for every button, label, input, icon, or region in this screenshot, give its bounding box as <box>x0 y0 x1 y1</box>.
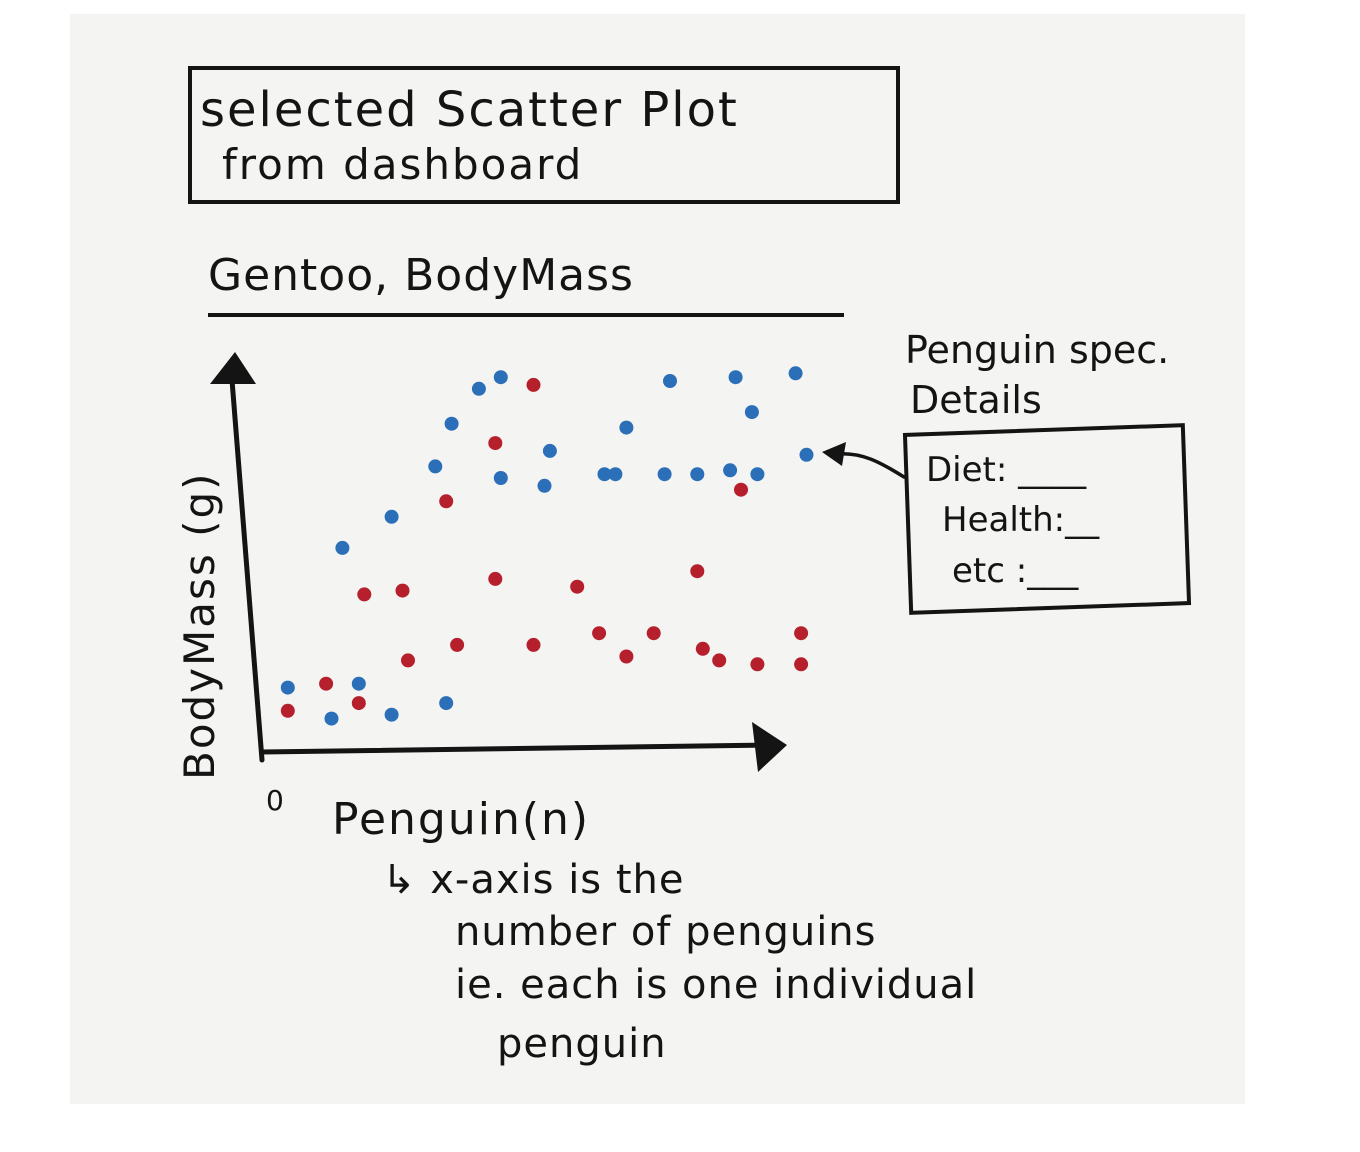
origin-label: 0 <box>266 784 284 817</box>
detail-etc: etc :___ <box>952 551 1079 591</box>
detail-diet: Diet: ____ <box>926 450 1087 490</box>
x-axis-label: Penguin(n) <box>332 794 591 845</box>
red-point-3 <box>357 587 372 602</box>
blue-point-11 <box>493 471 508 485</box>
red-point-9 <box>488 571 503 586</box>
blue-point-19 <box>690 467 705 482</box>
blue-point-18 <box>663 374 677 388</box>
title-line-1: selected Scatter Plot <box>200 82 739 138</box>
red-point-2 <box>351 696 366 711</box>
detail-etc-label: etc : <box>952 551 1028 591</box>
red-point-4 <box>395 583 410 598</box>
red-point-20 <box>750 657 765 672</box>
red-point-22 <box>794 657 809 672</box>
red-point-12 <box>570 579 585 594</box>
y-axis-label: BodyMass (g) <box>175 471 224 780</box>
blue-point-4 <box>384 707 399 722</box>
y-axis-line <box>229 377 265 763</box>
axes <box>210 352 787 772</box>
title-box <box>188 66 900 204</box>
red-point-15 <box>646 626 661 641</box>
x-axis-arrowhead <box>752 722 787 772</box>
note-line-1: ↳ x-axis is the <box>382 857 685 903</box>
blue-point-9 <box>471 381 486 396</box>
blue-point-17 <box>657 467 672 482</box>
chart-title-underline <box>208 313 844 317</box>
red-point-11 <box>526 637 541 652</box>
detail-health-label: Health: <box>942 500 1066 540</box>
red-point-10 <box>526 377 541 392</box>
blue-point-20 <box>723 463 738 478</box>
red-point-1 <box>319 676 334 691</box>
detail-diet-label: Diet: <box>926 450 1008 490</box>
blue-point-21 <box>728 370 743 385</box>
blue-point-16 <box>619 420 634 435</box>
red-point-21 <box>794 626 809 641</box>
blue-point-14 <box>597 467 612 482</box>
blue-point-0 <box>280 680 295 695</box>
blue-point-25 <box>799 447 814 462</box>
callout-connector <box>822 442 906 479</box>
paper-sheet <box>70 14 1245 1104</box>
callout-title-line-2: Details <box>910 378 1042 422</box>
red-point-19 <box>734 482 748 497</box>
blue-point-5 <box>384 509 399 524</box>
blue-point-15 <box>608 467 623 482</box>
blue-point-2 <box>351 676 366 691</box>
blue-point-8 <box>444 416 459 431</box>
red-point-13 <box>592 626 607 641</box>
red-point-14 <box>619 649 634 664</box>
red-point-18 <box>712 653 727 668</box>
detail-health: Health:__ <box>942 500 1100 540</box>
blue-point-23 <box>750 467 765 482</box>
red-point-6 <box>439 494 454 509</box>
blue-point-24 <box>788 366 803 381</box>
blue-point-6 <box>428 459 443 474</box>
title-line-2: from dashboard <box>222 140 584 189</box>
blue-point-1 <box>324 711 339 726</box>
red-point-16 <box>690 564 705 579</box>
red-point-5 <box>401 653 415 668</box>
blue-point-7 <box>439 696 454 711</box>
connector-arrow-line <box>834 452 906 479</box>
data-points <box>280 366 814 726</box>
blue-point-13 <box>542 443 557 458</box>
blue-point-22 <box>744 405 759 420</box>
detail-diet-blank: ____ <box>1007 450 1087 490</box>
callout-title-line-1: Penguin spec. <box>905 328 1170 372</box>
connector-arrowhead <box>822 442 846 466</box>
x-axis-line <box>259 742 773 755</box>
note-line-2: number of penguins <box>455 909 877 955</box>
note-line-4: penguin <box>497 1021 667 1067</box>
detail-etc-blank: ___ <box>1027 551 1079 591</box>
blue-point-10 <box>493 370 508 385</box>
blue-point-3 <box>335 540 350 555</box>
red-point-0 <box>280 703 295 718</box>
red-point-8 <box>488 436 503 451</box>
chart-title: Gentoo, BodyMass <box>208 250 634 301</box>
detail-health-blank: __ <box>1065 500 1100 540</box>
note-line-3: ie. each is one individual <box>455 962 978 1008</box>
red-point-17 <box>695 641 710 656</box>
blue-point-12 <box>537 478 552 493</box>
red-point-7 <box>450 637 465 652</box>
y-axis-arrowhead <box>210 352 256 384</box>
